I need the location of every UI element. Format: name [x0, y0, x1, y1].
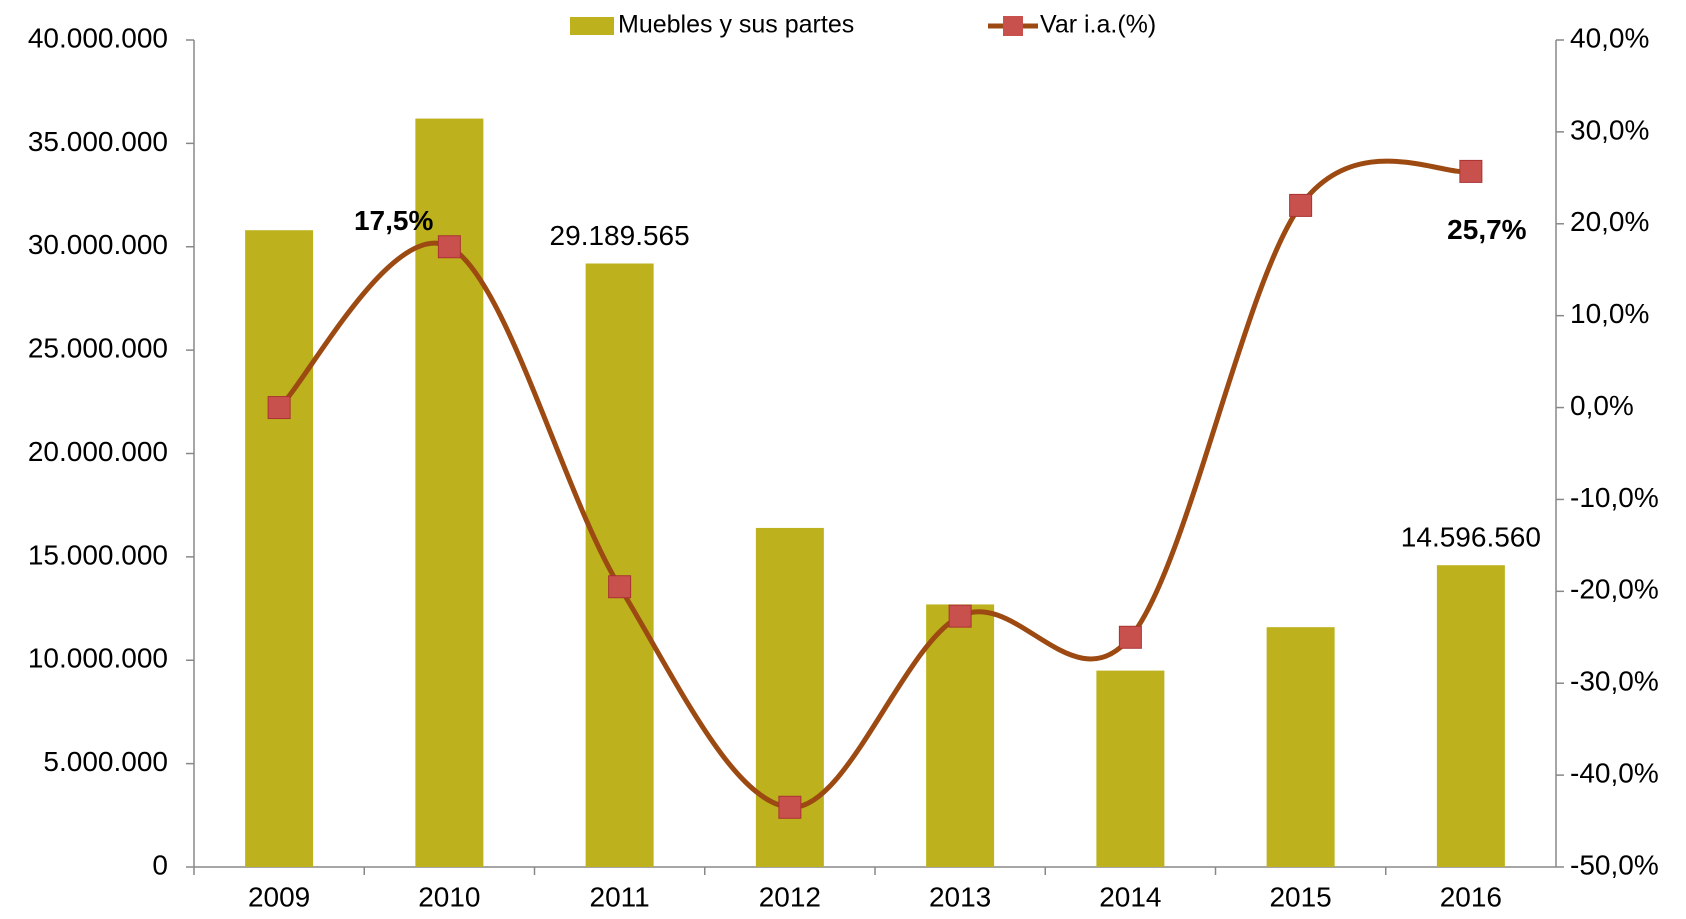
bar [1436, 565, 1505, 867]
y-tick-label: 30.000.000 [28, 229, 168, 260]
bar [926, 604, 995, 867]
y-tick-label: 10.000.000 [28, 643, 168, 674]
marker [1459, 159, 1483, 183]
x-tick-label: 2013 [929, 881, 991, 912]
y2-tick-label: 40,0% [1570, 22, 1649, 53]
x-tick-label: 2010 [418, 881, 480, 912]
marker [778, 795, 802, 819]
bar [1096, 670, 1165, 867]
data-label: 25,7% [1447, 214, 1526, 245]
y2-tick-label: -30,0% [1570, 666, 1659, 697]
line [277, 158, 1472, 810]
bar [585, 263, 654, 867]
y-tick-label: 5.000.000 [43, 746, 168, 777]
y2-tick-label: -40,0% [1570, 758, 1659, 789]
bar [245, 230, 314, 867]
x-tick-label: 2009 [248, 881, 310, 912]
y2-tick-label: 0,0% [1570, 390, 1634, 421]
x-tick-label: 2012 [759, 881, 821, 912]
y-tick-label: 40.000.000 [28, 22, 168, 53]
y-tick-label: 25.000.000 [28, 333, 168, 364]
marker [267, 396, 291, 420]
marker [608, 575, 632, 599]
x-tick-label: 2016 [1440, 881, 1502, 912]
data-label: 17,5% [354, 205, 433, 236]
data-label: 14.596.560 [1401, 522, 1541, 553]
bar [1266, 627, 1335, 867]
y-tick-label: 35.000.000 [28, 126, 168, 157]
y2-tick-label: 30,0% [1570, 114, 1649, 145]
legend-marker [1003, 16, 1023, 36]
y2-tick-label: 10,0% [1570, 298, 1649, 329]
y2-tick-label: -50,0% [1570, 849, 1659, 880]
x-tick-label: 2011 [590, 881, 650, 912]
y2-tick-label: -10,0% [1570, 482, 1659, 513]
data-label: 29.189.565 [550, 220, 690, 251]
marker [1289, 193, 1313, 217]
marker [437, 235, 461, 259]
legend-label: Muebles y sus partes [618, 11, 854, 39]
y-tick-label: 0 [152, 849, 168, 880]
legend-label: Var i.a.(%) [1040, 11, 1156, 39]
y-tick-label: 15.000.000 [28, 539, 168, 570]
x-tick-label: 2015 [1269, 881, 1331, 912]
marker [948, 604, 972, 628]
legend-swatch [570, 17, 614, 35]
y2-tick-label: -20,0% [1570, 574, 1659, 605]
marker [1118, 625, 1142, 649]
y2-tick-label: 20,0% [1570, 206, 1649, 237]
x-tick-label: 2014 [1099, 881, 1161, 912]
y-tick-label: 20.000.000 [28, 436, 168, 467]
